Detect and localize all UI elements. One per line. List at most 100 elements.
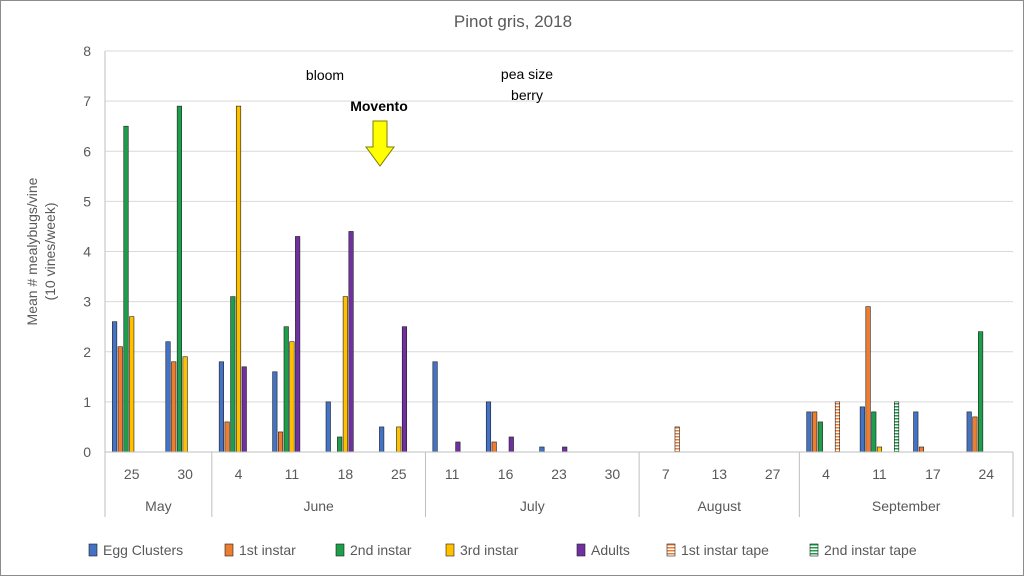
- bar-2nd-instar: [283, 326, 289, 453]
- bar-1st-instar: [918, 446, 925, 453]
- x-tick-label: 16: [498, 466, 514, 482]
- month-label: September: [872, 498, 941, 514]
- x-tick-label: 24: [979, 466, 995, 482]
- x-tick-label: 11: [445, 466, 460, 482]
- x-tick-label: 4: [822, 466, 830, 482]
- bar-adults: [348, 231, 354, 453]
- x-tick-label: 4: [235, 466, 243, 482]
- legend-swatch: [666, 543, 676, 557]
- bar-egg-clusters: [379, 426, 385, 453]
- legend-swatch: [445, 543, 455, 557]
- annotation-pea-size-berry: berry: [511, 87, 543, 103]
- month-label: August: [697, 498, 741, 514]
- chart-title: Pinot gris, 2018: [454, 12, 572, 31]
- x-tick-label: 13: [711, 466, 727, 482]
- bar-2nd-instar: [337, 436, 343, 453]
- x-tick-label: 25: [391, 466, 407, 482]
- legend-swatch: [88, 543, 98, 557]
- legend-swatch: [809, 543, 819, 557]
- bar-adults: [562, 446, 568, 453]
- legend-label: 1st instar: [239, 542, 296, 558]
- x-tick-label: 11: [285, 466, 300, 482]
- y-tick-label: 5: [83, 193, 91, 209]
- annotation-bloom: bloom: [306, 67, 344, 83]
- y-tick-label: 4: [83, 244, 91, 260]
- bar-egg-clusters: [218, 361, 224, 453]
- bar-2nd-instar: [978, 331, 984, 453]
- bar-egg-clusters: [485, 401, 492, 453]
- bar-egg-clusters: [859, 406, 865, 453]
- movento-arrow-icon: [365, 120, 395, 167]
- legend-label: Adults: [591, 542, 630, 558]
- bar-2nd-instar: [230, 296, 236, 453]
- x-tick-label: 27: [765, 466, 781, 482]
- bar-egg-clusters: [806, 411, 812, 453]
- bar-egg-clusters: [165, 341, 171, 453]
- bar-egg-clusters: [325, 401, 331, 453]
- annotation-movento: Movento: [350, 98, 408, 114]
- bar-3rd-instar: [182, 356, 188, 453]
- bar-adults: [295, 236, 301, 453]
- legend-swatch: [224, 543, 234, 557]
- y-tick-label: 8: [83, 43, 91, 59]
- bar-adults: [401, 326, 408, 453]
- y-tick-label: 0: [83, 444, 91, 460]
- bar-egg-clusters: [913, 411, 919, 453]
- bar-3rd-instar: [289, 341, 295, 453]
- bar-2nd-instar: [871, 411, 877, 453]
- bar-1st-instar: [812, 411, 818, 453]
- legend-label: Egg Clusters: [103, 542, 183, 558]
- legend-label: 3rd instar: [460, 542, 519, 558]
- x-tick-label: 23: [551, 466, 567, 482]
- month-label: May: [145, 498, 171, 514]
- bar-adults: [455, 441, 461, 453]
- bar-1st-instar: [865, 306, 871, 453]
- x-tick-label: 17: [925, 466, 941, 482]
- x-tick-label: 18: [338, 466, 354, 482]
- bar-egg-clusters: [432, 361, 438, 453]
- annotation-pea-size-berry: pea size: [501, 66, 553, 82]
- bar-3rd-instar: [876, 446, 883, 453]
- bar-2nd-instar: [817, 421, 823, 453]
- legend-label: 1st instar tape: [681, 542, 769, 558]
- legend-label: 2nd instar: [350, 542, 412, 558]
- bar-3rd-instar: [235, 105, 242, 453]
- bar-1st-instar-tape: [834, 401, 841, 453]
- bar-1st-instar: [224, 421, 230, 453]
- x-tick-label: 30: [605, 466, 621, 482]
- bar-egg-clusters: [966, 411, 972, 453]
- y-tick-label: 2: [83, 344, 91, 360]
- y-tick-label: 7: [83, 93, 91, 109]
- x-tick-label: 11: [872, 466, 887, 482]
- bar-adults: [241, 366, 247, 453]
- bar-1st-instar: [171, 361, 177, 453]
- bar-3rd-instar: [396, 426, 402, 453]
- bar-egg-clusters: [112, 321, 118, 453]
- bar-1st-instar: [117, 346, 123, 453]
- x-tick-label: 7: [662, 466, 670, 482]
- x-tick-label: 25: [124, 466, 140, 482]
- bar-2nd-instar: [176, 105, 182, 453]
- bar-3rd-instar: [342, 296, 348, 453]
- bar-1st-instar: [491, 441, 497, 453]
- bar-2nd-instar: [123, 125, 129, 453]
- month-label: July: [520, 498, 545, 514]
- x-tick-label: 30: [177, 466, 193, 482]
- y-axis-label: Mean # mealybugs/vine: [24, 177, 40, 325]
- bar-1st-instar-tape: [674, 426, 680, 453]
- bar-adults: [508, 436, 514, 453]
- bar-3rd-instar: [129, 316, 135, 453]
- y-tick-label: 6: [83, 143, 91, 159]
- bar-egg-clusters: [539, 446, 545, 453]
- bar-1st-instar: [972, 416, 978, 453]
- legend-swatch: [335, 543, 345, 557]
- y-tick-label: 3: [83, 294, 91, 310]
- y-tick-label: 1: [83, 394, 91, 410]
- legend-label: 2nd instar tape: [824, 542, 917, 558]
- legend-swatch: [576, 543, 586, 557]
- bar-egg-clusters: [272, 371, 278, 453]
- bar-1st-instar: [277, 431, 284, 453]
- month-label: June: [303, 498, 334, 514]
